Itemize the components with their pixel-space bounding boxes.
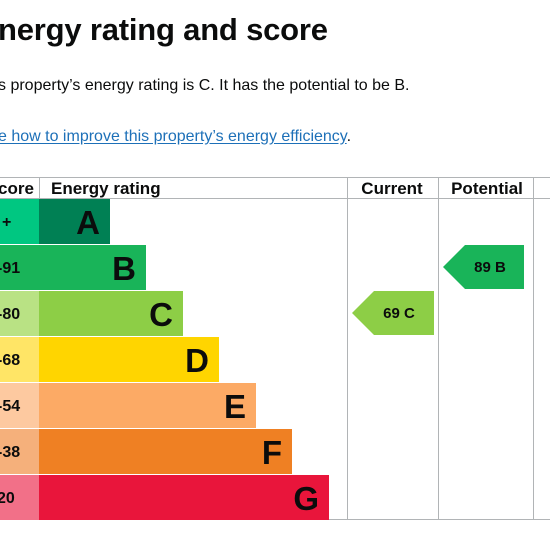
header-potential: Potential <box>451 179 523 198</box>
rating-letter: D <box>185 342 209 379</box>
rating-band-a: + A <box>0 199 110 244</box>
score-range-label: + <box>2 214 11 231</box>
rating-bar <box>39 475 329 520</box>
header-current: Current <box>361 179 423 198</box>
score-range-cell <box>0 245 39 290</box>
rating-bar <box>39 337 219 382</box>
score-range-cell <box>0 429 39 474</box>
rating-band-g: 20 G <box>0 475 329 520</box>
score-range-label: -80 <box>0 306 20 323</box>
rating-band-d: -68 D <box>0 337 219 382</box>
rating-bar <box>39 199 110 244</box>
rating-letter: A <box>76 204 100 241</box>
rating-bar <box>39 291 183 336</box>
score-range-label: -54 <box>0 398 20 415</box>
rating-band-f: -38 F <box>0 429 292 474</box>
potential-rating-indicator: 89 B <box>443 245 524 289</box>
current-rating-indicator: 69 C <box>352 291 434 335</box>
score-range-label: 20 <box>0 490 15 507</box>
rating-letter: E <box>224 388 246 425</box>
score-range-cell <box>0 475 39 520</box>
potential-rating-label: 89 B <box>474 259 506 276</box>
rating-letter: F <box>262 434 282 471</box>
score-range-label: -68 <box>0 352 20 369</box>
improve-efficiency-link[interactable]: e how to improve this property’s energy … <box>0 128 347 145</box>
current-rating-arrow <box>352 291 434 335</box>
rating-band-e: -54 E <box>0 383 256 428</box>
current-rating-label: 69 C <box>383 305 415 322</box>
rating-summary: s property’s energy rating is C. It has … <box>0 77 410 94</box>
rating-letter: G <box>293 480 319 517</box>
score-range-label: -91 <box>0 260 20 277</box>
section-heading: nergy rating and score <box>0 12 328 47</box>
score-range-cell <box>0 337 39 382</box>
improve-link-suffix: . <box>346 128 352 145</box>
score-range-label: -38 <box>0 444 20 461</box>
score-range-cell <box>0 291 39 336</box>
rating-band-c: -80 C <box>0 291 183 336</box>
rating-bar <box>39 429 292 474</box>
rating-letter: C <box>149 296 173 333</box>
rating-bar <box>39 245 146 290</box>
improve-link-line: e how to improve this property’s energy … <box>0 128 351 146</box>
score-range-cell <box>0 383 39 428</box>
rating-letter: B <box>112 250 136 287</box>
rating-band-b: -91 B <box>0 245 146 290</box>
header-score: core <box>0 179 34 198</box>
rating-bar <box>39 383 256 428</box>
header-energy-rating: Energy rating <box>51 179 161 198</box>
score-range-cell <box>0 199 39 244</box>
potential-rating-arrow <box>443 245 524 289</box>
